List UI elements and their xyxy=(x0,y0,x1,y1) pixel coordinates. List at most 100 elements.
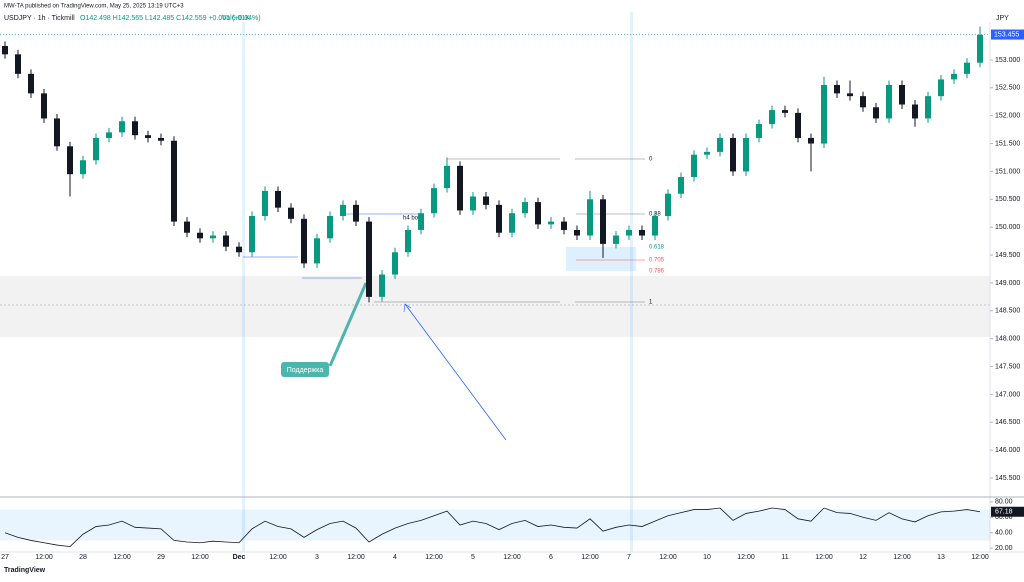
x-tick-label: 12:00 xyxy=(269,554,287,561)
y-tick-label: 149.000 xyxy=(995,280,1020,287)
candle-body xyxy=(67,146,73,175)
x-tick-label: Dec xyxy=(233,554,246,561)
y-tick-label: 152.000 xyxy=(995,113,1020,120)
fib-label: 0 xyxy=(649,157,653,163)
y-tick-label: 148.000 xyxy=(995,336,1020,343)
x-tick-label: 12:00 xyxy=(35,554,53,561)
fib-zone xyxy=(566,247,636,271)
x-tick-label: 12:00 xyxy=(971,554,989,561)
rsi-band xyxy=(0,509,990,541)
candle-body xyxy=(912,104,918,119)
candle-body xyxy=(262,190,268,217)
x-tick-label: 29 xyxy=(157,554,165,561)
candle-body xyxy=(600,199,606,244)
support-zone xyxy=(0,276,990,337)
y-tick-label: 147.500 xyxy=(995,363,1020,370)
y-tick-label: 151.500 xyxy=(995,140,1020,147)
candle-body xyxy=(28,73,34,94)
candle-body xyxy=(678,176,684,194)
candle-body xyxy=(977,34,983,63)
last-price-label: 153.455 xyxy=(994,31,1019,38)
candle-body xyxy=(730,137,736,172)
candle-body xyxy=(392,252,398,275)
x-tick-label: 12:00 xyxy=(893,554,911,561)
candle-body xyxy=(808,137,814,144)
candle-body xyxy=(769,110,775,125)
y-tick-label: 151.000 xyxy=(995,168,1020,175)
candle-body xyxy=(574,229,580,236)
callout-pointer xyxy=(328,282,368,367)
x-tick-label: 12:00 xyxy=(581,554,599,561)
y-tick-label: 147.000 xyxy=(995,391,1020,398)
candle-body xyxy=(795,112,801,138)
symbol: USDJPY · 1h · Tickmill xyxy=(4,15,75,22)
candle-body xyxy=(665,193,671,217)
session-line xyxy=(242,22,245,552)
x-tick-label: 12:00 xyxy=(191,554,209,561)
candle-body xyxy=(210,235,216,239)
candle-body xyxy=(444,165,450,189)
x-tick-label: 12:00 xyxy=(659,554,677,561)
fib-label: 0.618 xyxy=(649,245,665,251)
candle-body xyxy=(145,135,151,138)
candle-body xyxy=(483,196,489,205)
candle-body xyxy=(158,137,164,141)
rsi-line xyxy=(4,507,981,548)
currency: JPY xyxy=(996,15,1009,22)
candle-body xyxy=(223,235,229,247)
candle-body xyxy=(54,118,60,147)
x-tick-label: 12:00 xyxy=(347,554,365,561)
candle-body xyxy=(691,154,697,177)
candle-body xyxy=(340,204,346,217)
x-tick-label: 12:00 xyxy=(815,554,833,561)
x-tick-label: 10 xyxy=(703,554,711,561)
x-tick-label: 5 xyxy=(471,554,475,561)
candle-body xyxy=(860,96,866,108)
candle-body xyxy=(197,232,203,239)
candle-body xyxy=(184,221,190,233)
candle-body xyxy=(964,62,970,74)
fib-label: 0.705 xyxy=(649,258,665,264)
candle-body xyxy=(171,140,177,222)
candle-body xyxy=(626,229,632,236)
candle-body xyxy=(639,229,645,236)
candle-body xyxy=(522,202,528,214)
y-tick-label: 150.500 xyxy=(995,196,1020,203)
x-tick-label: 3 xyxy=(315,554,319,561)
rsi-last-box xyxy=(991,506,1024,517)
rsi-tick-label: 20.00 xyxy=(995,545,1013,552)
y-tick-label: 146.500 xyxy=(995,419,1020,426)
y-tick-label: 145.500 xyxy=(995,475,1020,482)
y-tick-label: 146.000 xyxy=(995,447,1020,454)
ohlc: O142.498 H142.565 L142.485 C142.559 +0.0… xyxy=(80,15,261,22)
candle-body xyxy=(717,137,723,152)
x-tick-label: 7 xyxy=(627,554,631,561)
candle-body xyxy=(509,213,515,233)
candle-body xyxy=(93,137,99,161)
x-tick-label: 13 xyxy=(937,554,945,561)
footer: TradingView xyxy=(4,567,46,574)
y-tick-label: 153.000 xyxy=(995,57,1020,64)
candle-body xyxy=(236,246,242,253)
callout-label: Поддержка xyxy=(287,367,324,374)
candle-body xyxy=(873,107,879,119)
candle-body xyxy=(535,202,541,225)
candle-body xyxy=(431,188,437,214)
x-tick-label: 11 xyxy=(781,554,788,561)
candle-body xyxy=(418,213,424,230)
candle-body xyxy=(821,84,827,144)
candle-body xyxy=(938,79,944,97)
y-tick-label: 148.500 xyxy=(995,308,1020,315)
candle-body xyxy=(743,137,749,172)
volume: Vol6.01K xyxy=(222,15,250,22)
candle-body xyxy=(457,165,463,211)
x-tick-label: 12:00 xyxy=(503,554,521,561)
candle-body xyxy=(756,124,762,138)
x-tick-label: 12:00 xyxy=(737,554,755,561)
rsi-tick-label: 40.00 xyxy=(995,530,1013,537)
candle-body xyxy=(587,199,593,236)
y-tick-label: 150.000 xyxy=(995,224,1020,231)
candle-body xyxy=(548,221,554,225)
candle-body xyxy=(613,235,619,244)
